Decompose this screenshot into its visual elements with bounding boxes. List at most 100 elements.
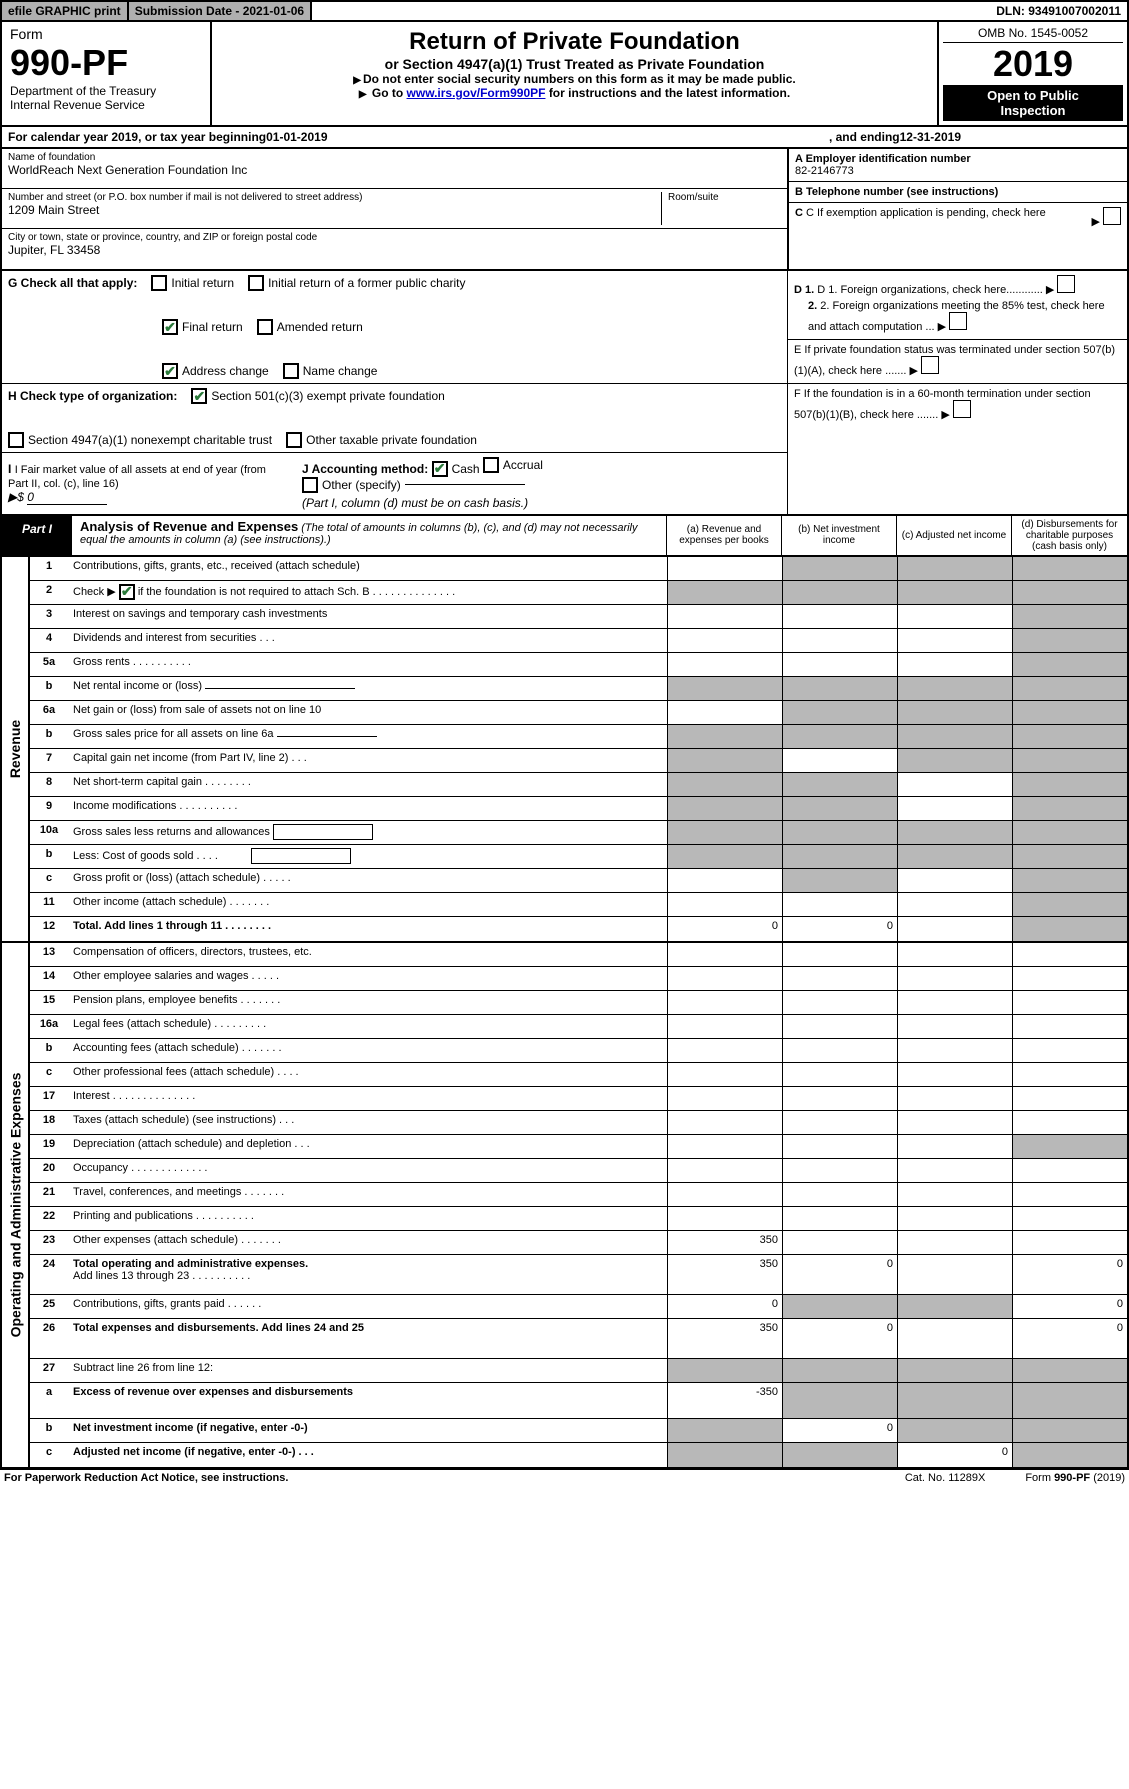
accrual-label: Accrual (503, 458, 543, 472)
i-label: I Fair market value of all assets at end… (8, 464, 266, 490)
ein-value: 82-2146773 (795, 165, 854, 177)
schb-checkbox[interactable] (119, 584, 135, 600)
e-checkbox[interactable] (921, 356, 939, 374)
address-row: Number and street (or P.O. box number if… (2, 189, 787, 229)
line27b-b: 0 (782, 1419, 897, 1442)
line10c-desc: Gross profit or (loss) (attach schedule)… (68, 869, 667, 892)
line25-desc: Contributions, gifts, grants paid . . . … (68, 1295, 667, 1318)
cash-checkbox[interactable] (432, 461, 448, 477)
line16c-desc: Other professional fees (attach schedule… (68, 1063, 667, 1086)
line13-desc: Compensation of officers, directors, tru… (68, 943, 667, 966)
i-value: 0 (27, 490, 107, 505)
initial-former-label: Initial return of a former public charit… (268, 276, 465, 290)
line17-desc: Interest . . . . . . . . . . . . . . (68, 1087, 667, 1110)
header-middle: Return of Private Foundation or Section … (212, 22, 937, 125)
footer-right: Form 990-PF (2019) (1025, 1472, 1125, 1484)
line27a-desc: Excess of revenue over expenses and disb… (68, 1383, 667, 1418)
line6b-desc: Gross sales price for all assets on line… (68, 725, 667, 748)
initial-former-checkbox[interactable] (248, 275, 264, 291)
form-title: Return of Private Foundation (222, 28, 927, 56)
city-label: City or town, state or province, country… (8, 232, 781, 243)
name-label: Name of foundation (8, 152, 781, 163)
line21-desc: Travel, conferences, and meetings . . . … (68, 1183, 667, 1206)
line19-desc: Depreciation (attach schedule) and deple… (68, 1135, 667, 1158)
f-row: F If the foundation is in a 60-month ter… (788, 383, 1127, 421)
other-method-label: Other (specify) (322, 478, 401, 492)
g-label: G Check all that apply: (8, 276, 137, 290)
line8-desc: Net short-term capital gain . . . . . . … (68, 773, 667, 796)
form-word: Form (10, 26, 202, 42)
line12-b: 0 (782, 917, 897, 941)
line24-a: 350 (667, 1255, 782, 1294)
footer-mid: Cat. No. 11289X (905, 1472, 986, 1484)
501c3-label: Section 501(c)(3) exempt private foundat… (211, 389, 444, 403)
4947-checkbox[interactable] (8, 432, 24, 448)
d1-row: D 1. D 1. Foreign organizations, check h… (794, 275, 1121, 296)
dln-label: DLN: 93491007002011 (990, 2, 1127, 20)
address-change-checkbox[interactable] (162, 363, 178, 379)
other-taxable-label: Other taxable private foundation (306, 433, 477, 447)
d2-row: 2. 2. Foreign organizations meeting the … (794, 300, 1121, 333)
name-change-checkbox[interactable] (283, 363, 299, 379)
col-a-header: (a) Revenue and expenses per books (667, 516, 782, 555)
line3-desc: Interest on savings and temporary cash i… (68, 605, 667, 628)
d2-checkbox[interactable] (949, 312, 967, 330)
calyear-end: 12-31-2019 (900, 130, 961, 144)
line26-a: 350 (667, 1319, 782, 1358)
tax-year: 2019 (943, 43, 1123, 85)
col-d-header: (d) Disbursements for charitable purpose… (1012, 516, 1127, 555)
line25-a: 0 (667, 1295, 782, 1318)
line10a-desc: Gross sales less returns and allowances (68, 821, 667, 844)
line6a-desc: Net gain or (loss) from sale of assets n… (68, 701, 667, 724)
line27-desc: Subtract line 26 from line 12: (68, 1359, 667, 1382)
line4-desc: Dividends and interest from securities .… (68, 629, 667, 652)
j-label: J Accounting method: (302, 462, 428, 476)
city-value: Jupiter, FL 33458 (8, 243, 781, 257)
initial-return-checkbox[interactable] (151, 275, 167, 291)
note2-post: for instructions and the latest informat… (549, 86, 790, 100)
col-c-header: (c) Adjusted net income (897, 516, 1012, 555)
phone-row: B Telephone number (see instructions) (789, 182, 1127, 203)
line26-b: 0 (782, 1319, 897, 1358)
501c3-checkbox[interactable] (191, 388, 207, 404)
accrual-checkbox[interactable] (483, 457, 499, 473)
line12-a: 0 (667, 917, 782, 941)
exemption-row: C C If exemption application is pending,… (789, 203, 1127, 269)
header-left: Form 990-PF Department of the Treasury I… (2, 22, 212, 125)
line25-d: 0 (1012, 1295, 1127, 1318)
line27c-c: 0 (897, 1443, 1012, 1467)
open-public-badge: Open to PublicInspection (943, 85, 1123, 121)
efile-print-button[interactable]: efile GRAPHIC print (2, 2, 129, 20)
part1-desc: Analysis of Revenue and Expenses (The to… (72, 516, 667, 555)
form-header: Form 990-PF Department of the Treasury I… (0, 22, 1129, 127)
g-row: G Check all that apply: Initial return I… (2, 271, 787, 384)
final-return-checkbox[interactable] (162, 319, 178, 335)
line10b-desc: Less: Cost of goods sold . . . . (68, 845, 667, 868)
initial-label: Initial return (171, 276, 234, 290)
h-label: H Check type of organization: (8, 389, 177, 403)
d1-checkbox[interactable] (1057, 275, 1075, 293)
amended-checkbox[interactable] (257, 319, 273, 335)
part1-label: Part I (2, 516, 72, 555)
f-checkbox[interactable] (953, 400, 971, 418)
e-text: E If private foundation status was termi… (794, 344, 1115, 377)
revenue-table: Revenue 1Contributions, gifts, grants, e… (0, 557, 1129, 943)
col-b-header: (b) Net investment income (782, 516, 897, 555)
line16a-desc: Legal fees (attach schedule) . . . . . .… (68, 1015, 667, 1038)
address-change-label: Address change (182, 364, 269, 378)
irs-link[interactable]: www.irs.gov/Form990PF (407, 86, 546, 100)
line14-desc: Other employee salaries and wages . . . … (68, 967, 667, 990)
c-checkbox[interactable] (1103, 207, 1121, 225)
line27c-desc: Adjusted net income (if negative, enter … (68, 1443, 667, 1467)
other-method-checkbox[interactable] (302, 477, 318, 493)
entity-block: Name of foundation WorldReach Next Gener… (0, 149, 1129, 271)
other-taxable-checkbox[interactable] (286, 432, 302, 448)
e-row: E If private foundation status was termi… (788, 339, 1127, 377)
line5b-desc: Net rental income or (loss) (68, 677, 667, 700)
note2-pre: Go to (372, 86, 407, 100)
calyear-mid: , and ending (829, 130, 900, 144)
page-footer: For Paperwork Reduction Act Notice, see … (0, 1469, 1129, 1486)
line2-desc: Check ▶ if the foundation is not require… (68, 581, 667, 604)
expenses-table: Operating and Administrative Expenses 13… (0, 943, 1129, 1469)
name-change-label: Name change (303, 364, 378, 378)
